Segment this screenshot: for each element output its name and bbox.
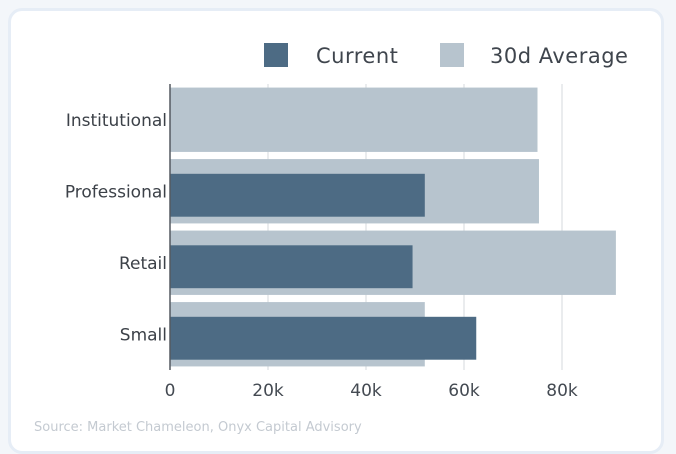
category-label-professional: Professional	[65, 182, 167, 202]
legend-swatch-current	[264, 43, 288, 67]
bar-current-small	[170, 316, 477, 360]
x-tick-label-20k: 20k	[252, 381, 284, 401]
axis-labels: 0 20k 40k 60k 80k Institutional Professional Re…	[65, 111, 578, 401]
x-tick-label-60k: 60k	[448, 381, 480, 401]
x-tick-label-0: 0	[165, 381, 176, 401]
bar-current-professional	[170, 173, 425, 217]
legend: Current 30d Average	[264, 43, 628, 68]
legend-label-30d-average: 30d Average	[490, 44, 628, 68]
source-note: Source: Market Chameleon, Onyx Capital A…	[34, 420, 362, 435]
x-tick-label-80k: 80k	[546, 381, 578, 401]
category-label-institutional: Institutional	[66, 111, 167, 131]
bars	[170, 87, 616, 367]
x-tick-label-40k: 40k	[350, 381, 382, 401]
bar-current-retail	[170, 245, 413, 289]
legend-swatch-30d-average	[440, 43, 464, 67]
legend-label-current: Current	[316, 44, 398, 68]
category-label-retail: Retail	[119, 254, 167, 274]
category-label-small: Small	[120, 325, 167, 345]
bar-30d-average-institutional	[170, 87, 538, 152]
